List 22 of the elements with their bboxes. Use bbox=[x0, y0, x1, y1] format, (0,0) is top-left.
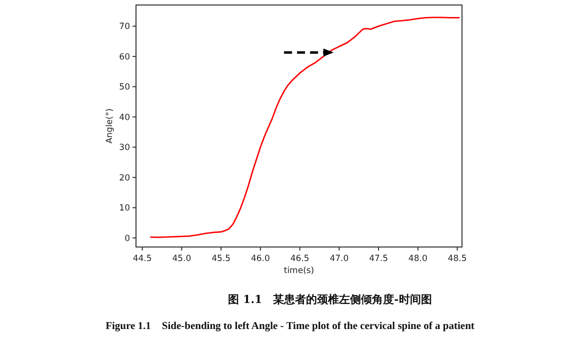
x-tick-label: 47.5 bbox=[369, 254, 388, 264]
x-tick-label: 44.5 bbox=[132, 254, 152, 264]
y-tick-label: 60 bbox=[119, 52, 130, 62]
x-tick-label: 48.0 bbox=[408, 254, 428, 264]
x-tick-label: 47.0 bbox=[330, 254, 349, 264]
y-tick-label: 0 bbox=[124, 234, 130, 244]
x-axis-title: time(s) bbox=[284, 266, 314, 276]
x-tick-label: 45.5 bbox=[212, 254, 231, 264]
x-tick-label: 46.5 bbox=[290, 254, 310, 264]
line-series bbox=[149, 16, 460, 238]
caption: 图 1.1 某患者的颈椎左侧倾角度-时间图 bbox=[228, 293, 432, 306]
y-tick-label: 50 bbox=[119, 82, 130, 93]
y-tick-label: 40 bbox=[119, 112, 130, 123]
x-tick-label: 45.0 bbox=[172, 254, 192, 264]
y-axis-title: Angle(°) bbox=[105, 108, 115, 144]
y-tick-label: 70 bbox=[119, 22, 130, 32]
y-tick-label: 10 bbox=[119, 204, 130, 214]
x-tick-label: 48.5 bbox=[448, 254, 467, 264]
y-tick-label: 20 bbox=[119, 173, 130, 184]
caption: Figure 1.1 Side-bending to left Angle - Time plot of the cervical spine of a patient bbox=[106, 321, 475, 332]
x-tick-label: 46.0 bbox=[250, 254, 270, 264]
y-tick-label: 30 bbox=[119, 143, 130, 154]
